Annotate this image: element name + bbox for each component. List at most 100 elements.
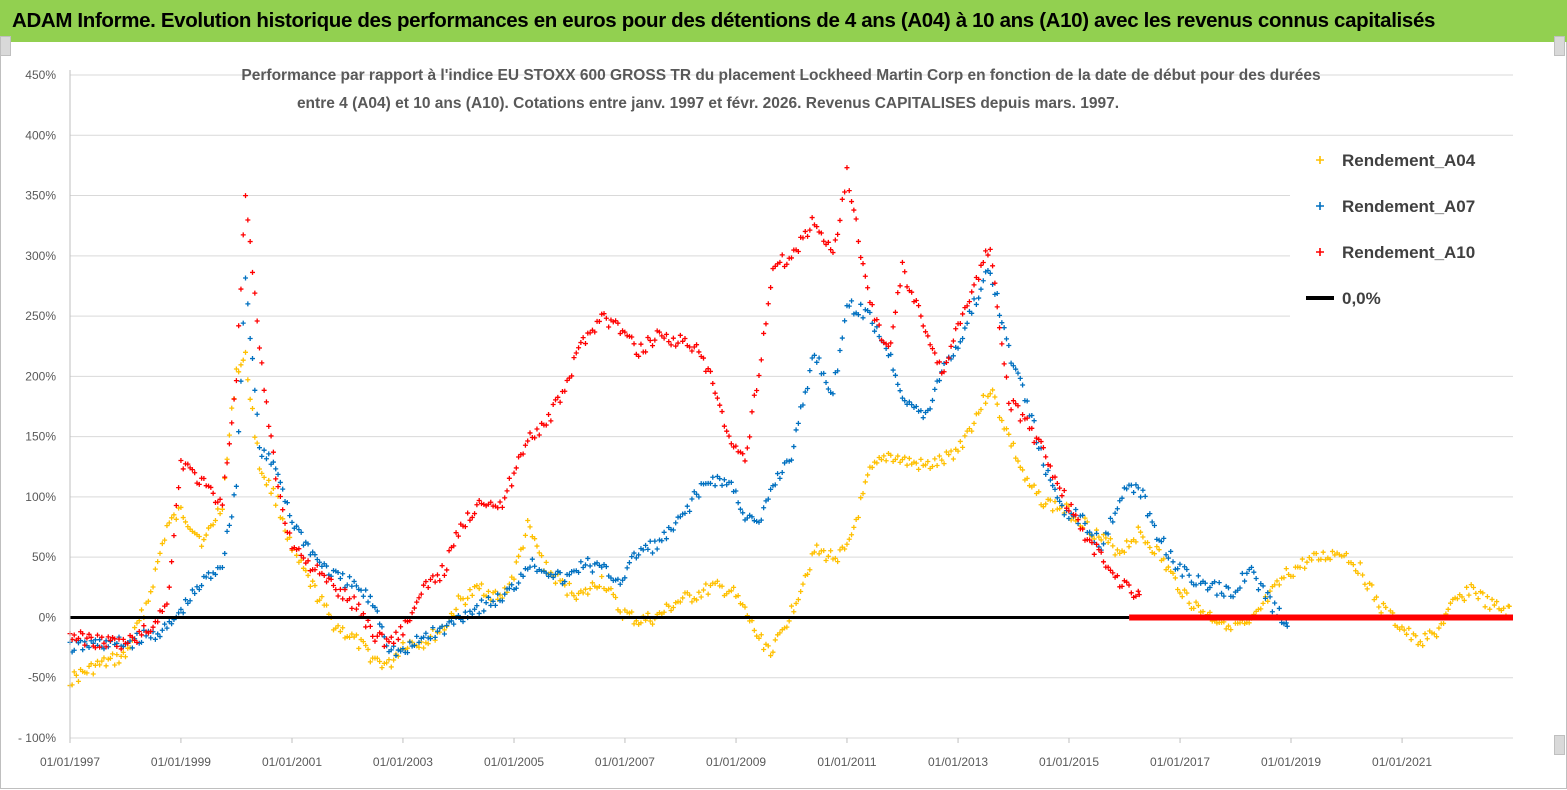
data-point [719, 583, 725, 589]
data-point [386, 639, 392, 645]
data-point [446, 548, 452, 554]
data-point [800, 581, 806, 587]
data-point [416, 644, 422, 650]
data-point [210, 522, 216, 528]
data-point [425, 641, 431, 647]
data-point [270, 459, 276, 465]
data-point [229, 405, 235, 411]
data-point [733, 488, 739, 494]
data-point [1105, 540, 1111, 546]
legend-swatch-Rendement_A10 [1316, 248, 1324, 256]
data-point [976, 295, 982, 301]
data-point [448, 618, 454, 624]
data-point [1362, 581, 1368, 587]
data-point [1309, 557, 1315, 563]
data-point [548, 418, 554, 424]
data-point [1054, 495, 1060, 501]
data-point [629, 554, 635, 560]
data-point [511, 576, 517, 582]
legend-box [1290, 138, 1520, 318]
data-point [136, 628, 142, 634]
data-point [187, 598, 193, 604]
data-point [300, 555, 306, 561]
data-point [717, 476, 723, 482]
gridlines [70, 74, 1513, 739]
data-point [994, 291, 1000, 297]
data-point [557, 570, 563, 576]
data-point [950, 353, 956, 359]
data-point [120, 649, 126, 655]
data-point [1267, 594, 1273, 600]
resize-handle-top-right[interactable] [1554, 36, 1565, 56]
data-point [983, 400, 989, 406]
data-point [1406, 625, 1412, 631]
data-point [157, 550, 163, 556]
data-point [474, 502, 480, 508]
data-point [999, 418, 1005, 424]
data-point [95, 632, 101, 638]
data-point [756, 635, 762, 641]
data-point [754, 388, 760, 394]
data-point [393, 629, 399, 635]
data-point [802, 228, 808, 234]
data-point [84, 670, 90, 676]
data-point [527, 564, 533, 570]
data-point [943, 449, 949, 455]
data-point [821, 238, 827, 244]
y-tick-label: 350% [25, 189, 56, 203]
data-point [902, 454, 908, 460]
data-point [444, 567, 450, 573]
resize-handle-top-left[interactable] [0, 36, 11, 56]
data-point [219, 506, 225, 512]
data-point [183, 519, 189, 525]
data-point [360, 639, 366, 645]
data-point [1413, 633, 1419, 639]
data-point [441, 572, 447, 578]
data-point [897, 459, 903, 465]
data-point [1047, 497, 1053, 503]
data-point [363, 587, 369, 593]
data-point [546, 411, 552, 417]
data-point [298, 552, 304, 558]
data-point [226, 432, 232, 438]
data-point [608, 586, 614, 592]
data-point [495, 505, 501, 511]
data-point [240, 232, 246, 238]
data-point [122, 654, 128, 660]
data-point [353, 606, 359, 612]
data-point [129, 634, 135, 640]
data-point [254, 440, 260, 446]
data-point [1265, 590, 1271, 596]
data-point [1195, 573, 1201, 579]
data-point [1124, 538, 1130, 544]
data-point [245, 301, 251, 307]
data-point [1214, 592, 1220, 598]
data-point [314, 556, 320, 562]
data-point [1482, 604, 1488, 610]
data-point [744, 515, 750, 521]
data-point [1010, 398, 1016, 404]
data-point [782, 625, 788, 631]
data-point [129, 645, 135, 651]
data-point [941, 369, 947, 375]
data-point [479, 501, 485, 507]
data-point [860, 261, 866, 267]
data-point [509, 582, 515, 588]
data-point [906, 455, 912, 461]
data-point [305, 541, 311, 547]
data-point [1434, 634, 1440, 640]
data-point [643, 349, 649, 355]
data-point [869, 464, 875, 470]
data-point [107, 655, 113, 661]
data-point [1191, 605, 1197, 611]
data-point [1320, 549, 1326, 555]
data-point [125, 640, 131, 646]
data-point [432, 634, 438, 640]
data-point [737, 506, 743, 512]
resize-handle-bottom-right[interactable] [1554, 735, 1565, 755]
data-point [116, 660, 122, 666]
data-point [548, 571, 554, 577]
data-point [1052, 499, 1058, 505]
data-point [985, 252, 991, 258]
data-point [1101, 559, 1107, 565]
